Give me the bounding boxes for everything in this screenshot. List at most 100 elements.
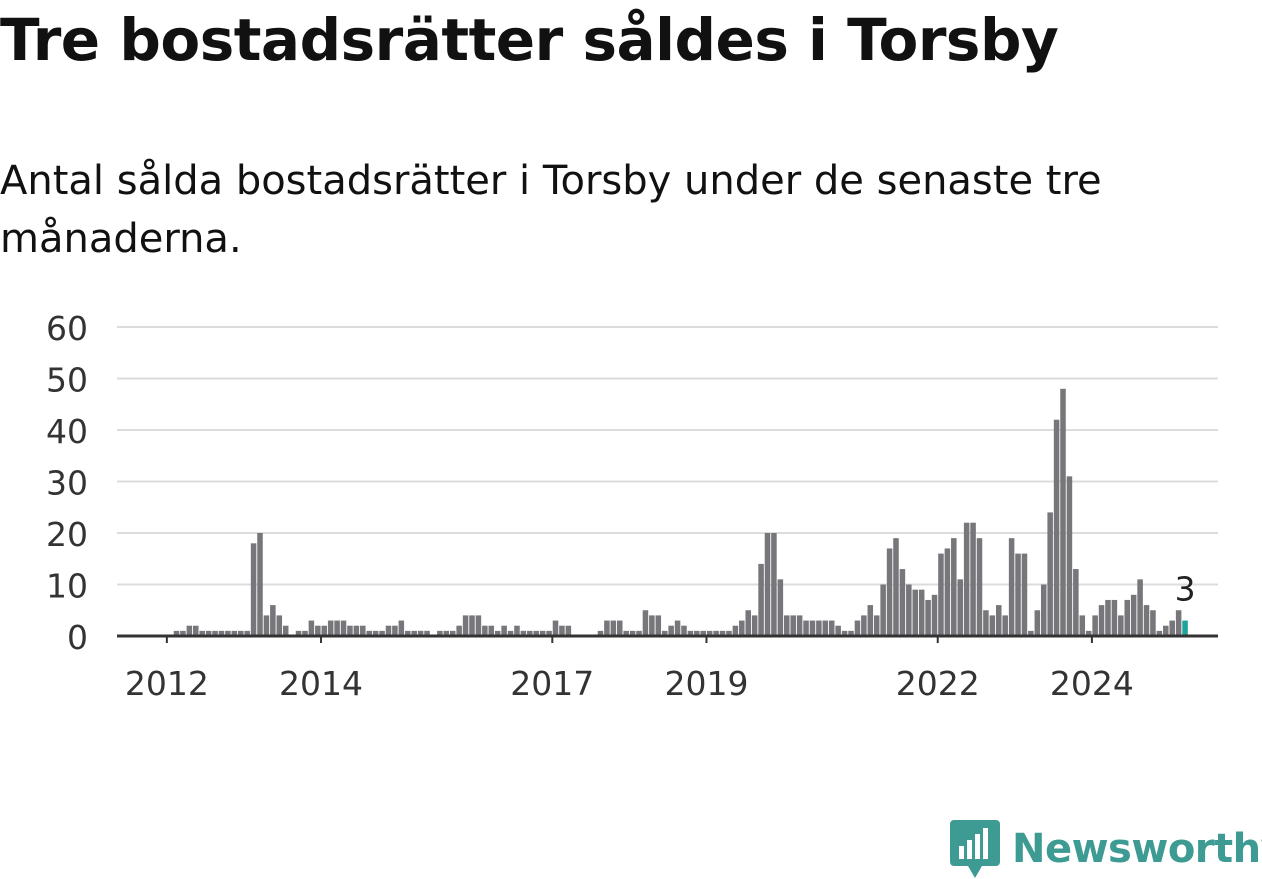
bar — [360, 625, 366, 636]
bar — [347, 625, 353, 636]
bar — [861, 615, 867, 636]
x-tick-label: 2024 — [1050, 664, 1134, 703]
bar — [655, 615, 662, 636]
newsworthy-logo: Newsworthy — [950, 820, 1262, 878]
bar — [565, 625, 572, 636]
bar-chart: 0 10 20 30 40 50 60 2012 2014 2017 2019 2022 2024 3 — [46, 309, 1218, 703]
bar — [1008, 538, 1015, 636]
bar — [629, 630, 636, 636]
bar — [546, 630, 552, 636]
bar — [700, 630, 707, 636]
bar — [327, 620, 334, 636]
bar — [1079, 615, 1086, 636]
bar — [751, 615, 758, 636]
bar — [1015, 553, 1021, 636]
bar — [514, 625, 520, 636]
bar — [443, 630, 450, 636]
chart-title: Tre bostadsrätter såldes i Torsby — [0, 6, 1059, 74]
bar — [1163, 625, 1169, 636]
y-tick-label: 30 — [46, 464, 88, 503]
bar — [989, 615, 996, 636]
bar — [642, 610, 649, 636]
bar — [931, 594, 938, 636]
bar — [244, 630, 250, 636]
bar — [867, 605, 874, 636]
bar — [668, 625, 674, 636]
bar — [1130, 594, 1137, 636]
bar — [899, 569, 906, 636]
bar — [501, 625, 507, 636]
bar — [385, 625, 392, 636]
bar — [976, 538, 983, 636]
bar — [944, 548, 951, 636]
y-tick-label: 10 — [46, 567, 88, 606]
bar — [1111, 599, 1118, 636]
bar — [873, 615, 880, 636]
bar — [199, 630, 205, 636]
bar — [392, 625, 398, 636]
bar — [681, 625, 687, 636]
bar — [835, 625, 841, 636]
x-tick-label: 2019 — [664, 664, 748, 703]
bar — [494, 630, 501, 636]
bar — [610, 620, 617, 636]
bar — [970, 522, 976, 636]
bar — [527, 630, 533, 636]
bar — [257, 533, 263, 636]
x-tick-label: 2017 — [510, 664, 594, 703]
bar — [758, 563, 764, 636]
bar — [828, 620, 835, 636]
bar — [411, 630, 417, 636]
bar — [462, 615, 469, 636]
bar — [180, 630, 186, 636]
bar — [366, 630, 372, 636]
bar — [1124, 599, 1131, 636]
bar — [456, 625, 462, 636]
bar — [803, 620, 809, 636]
bar — [886, 548, 893, 636]
bar — [706, 630, 713, 636]
bar — [334, 620, 340, 636]
bar — [597, 630, 604, 636]
bar — [1156, 630, 1163, 636]
bar — [469, 615, 475, 636]
bar — [372, 630, 379, 636]
bar — [816, 620, 822, 636]
bar — [417, 630, 424, 636]
bar — [507, 630, 514, 636]
bar — [1060, 388, 1066, 636]
bar — [918, 589, 925, 636]
bar — [1047, 512, 1053, 636]
brand-name: Newsworthy — [1012, 826, 1262, 872]
bar — [340, 620, 347, 636]
bar — [237, 630, 244, 636]
bar — [996, 605, 1002, 636]
bar — [893, 538, 899, 636]
bar — [1053, 419, 1060, 636]
bar — [231, 630, 238, 636]
bar — [925, 599, 931, 636]
bar — [482, 625, 488, 636]
bar — [488, 625, 495, 636]
y-tick-label: 40 — [46, 412, 88, 451]
bar — [777, 579, 784, 636]
bar — [1021, 553, 1028, 636]
bar — [1169, 620, 1175, 636]
bar — [674, 620, 681, 636]
bar — [1028, 630, 1034, 636]
bar — [270, 605, 276, 636]
bar — [636, 630, 642, 636]
bar — [880, 584, 886, 636]
bar — [437, 630, 443, 636]
bar — [771, 533, 777, 636]
bar — [1105, 599, 1111, 636]
bar — [1150, 610, 1156, 636]
bar — [282, 625, 289, 636]
bar — [1034, 610, 1041, 636]
bar — [1085, 630, 1092, 636]
bar — [475, 615, 482, 636]
bar — [212, 630, 218, 636]
bar — [321, 625, 328, 636]
bar — [809, 620, 816, 636]
y-tick-label: 20 — [46, 515, 88, 554]
